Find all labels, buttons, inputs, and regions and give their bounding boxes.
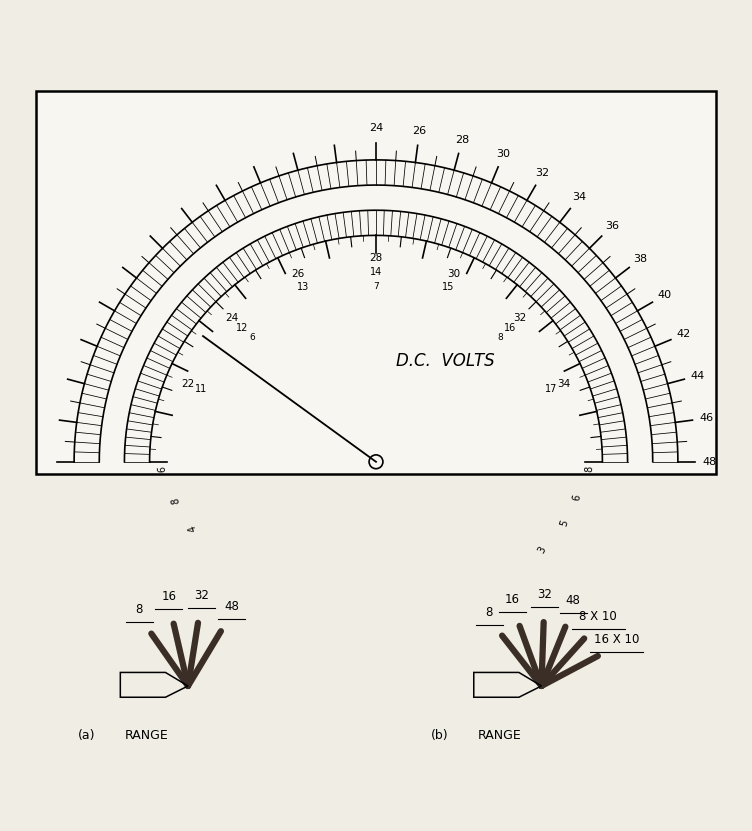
Text: 44: 44 bbox=[691, 371, 705, 381]
Text: 12: 12 bbox=[236, 323, 248, 333]
FancyBboxPatch shape bbox=[36, 91, 716, 475]
Text: 8: 8 bbox=[170, 497, 180, 504]
Text: 11: 11 bbox=[195, 385, 208, 395]
Text: 40: 40 bbox=[657, 290, 672, 300]
Text: 8: 8 bbox=[486, 606, 493, 619]
Text: 16 X 10: 16 X 10 bbox=[594, 633, 639, 646]
Text: 32: 32 bbox=[194, 589, 209, 602]
Text: 30: 30 bbox=[496, 149, 511, 159]
Text: (a): (a) bbox=[77, 729, 96, 741]
Text: 34: 34 bbox=[572, 192, 586, 202]
Text: RANGE: RANGE bbox=[125, 729, 168, 741]
Text: 26: 26 bbox=[412, 126, 426, 136]
Text: (b): (b) bbox=[431, 729, 449, 741]
Text: 26: 26 bbox=[291, 268, 305, 278]
Text: 7: 7 bbox=[373, 282, 379, 291]
Text: 16: 16 bbox=[505, 593, 520, 606]
Text: 28: 28 bbox=[455, 135, 469, 145]
Text: 8: 8 bbox=[135, 603, 143, 617]
Text: 3: 3 bbox=[537, 545, 548, 555]
Text: 34: 34 bbox=[558, 379, 571, 389]
Text: 28: 28 bbox=[369, 253, 383, 263]
Text: 24: 24 bbox=[226, 312, 238, 322]
Text: 8 X 10: 8 X 10 bbox=[580, 610, 617, 622]
Text: 36: 36 bbox=[605, 221, 619, 231]
Text: 6: 6 bbox=[249, 333, 255, 342]
Text: 48: 48 bbox=[702, 457, 717, 467]
Text: 32: 32 bbox=[537, 588, 552, 601]
Text: 6: 6 bbox=[572, 494, 583, 501]
Text: 46: 46 bbox=[699, 413, 714, 423]
Text: 42: 42 bbox=[677, 329, 691, 339]
Text: 38: 38 bbox=[633, 253, 647, 264]
Text: RANGE: RANGE bbox=[478, 729, 522, 741]
Text: 32: 32 bbox=[535, 168, 550, 178]
Text: 15: 15 bbox=[442, 282, 455, 292]
Text: D.C.  VOLTS: D.C. VOLTS bbox=[396, 352, 495, 370]
Text: 30: 30 bbox=[447, 268, 460, 278]
Text: 6: 6 bbox=[157, 466, 168, 473]
Text: 17: 17 bbox=[544, 385, 557, 395]
Text: 4: 4 bbox=[187, 524, 199, 533]
Text: 8: 8 bbox=[497, 333, 503, 342]
Text: 32: 32 bbox=[514, 312, 526, 322]
Text: 5: 5 bbox=[559, 519, 570, 528]
Text: 16: 16 bbox=[504, 323, 516, 333]
Text: 16: 16 bbox=[162, 590, 177, 603]
Text: 48: 48 bbox=[224, 600, 239, 613]
Text: 14: 14 bbox=[370, 268, 382, 278]
Text: 8: 8 bbox=[584, 466, 595, 473]
Text: 24: 24 bbox=[369, 124, 383, 134]
Text: 48: 48 bbox=[566, 594, 581, 607]
Text: 13: 13 bbox=[298, 282, 310, 292]
Text: 22: 22 bbox=[181, 379, 194, 389]
